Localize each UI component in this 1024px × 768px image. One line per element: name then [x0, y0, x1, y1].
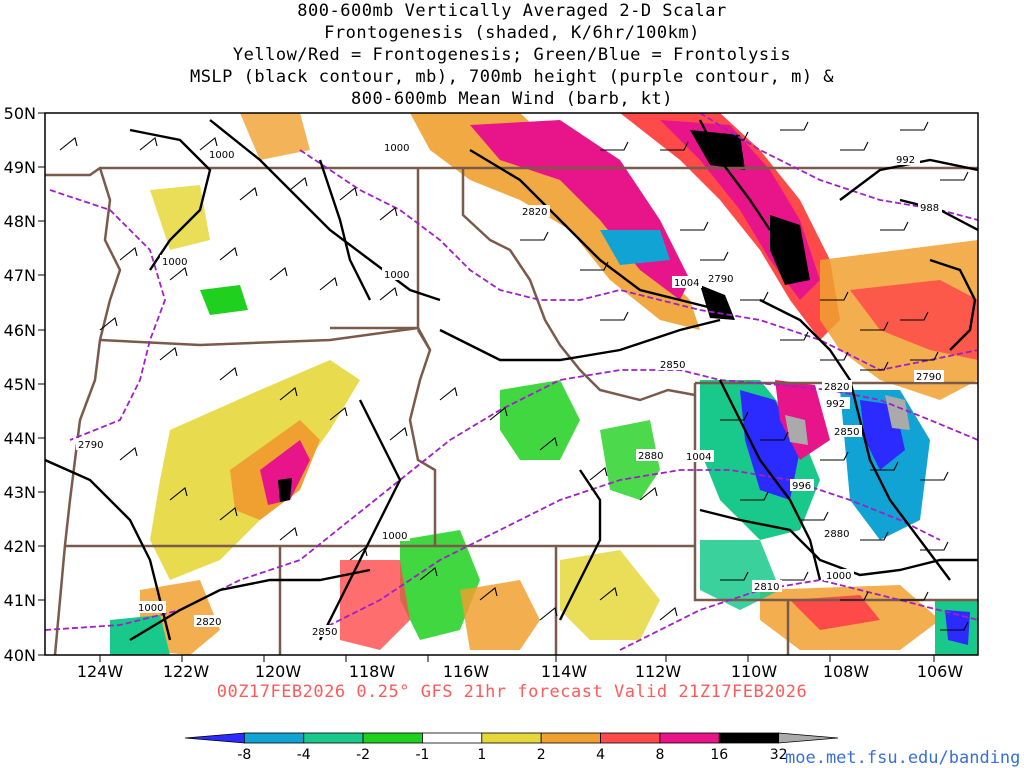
colorbar-swatch [778, 732, 839, 744]
colorbar-label: -2 [356, 747, 370, 763]
height-label: 2820 [196, 617, 221, 628]
height-label: 2850 [834, 427, 859, 438]
height-contours [45, 113, 978, 651]
mslp-label: 1000 [382, 531, 407, 542]
mslp-label: 1000 [162, 257, 187, 268]
mslp-label: 992 [826, 399, 845, 410]
contour-labels: 1000 1000 1000 1000 1000 1000 1000 1004 … [76, 141, 944, 638]
colorbar-swatch [422, 732, 483, 744]
lat-label: 49N [4, 158, 36, 177]
lon-label: 118W [349, 662, 396, 681]
mslp-label: 1000 [384, 143, 409, 154]
lat-label: 45N [4, 375, 36, 394]
title-line-5: 800-600mb Mean Wind (barb, kt) [350, 89, 674, 109]
colorbar-label: -1 [415, 747, 429, 763]
lon-label: 108W [823, 662, 870, 681]
mslp-label: 1000 [826, 571, 851, 582]
colorbar-label: 4 [596, 747, 605, 763]
colorbar-swatch [243, 732, 305, 744]
colorbar-label: 32 [770, 747, 788, 763]
mslp-label: 1000 [209, 150, 234, 161]
lon-label: 114W [541, 662, 588, 681]
mslp-label: 1000 [384, 270, 409, 281]
mslp-label: 1004 [674, 278, 699, 289]
height-label: 2880 [824, 529, 849, 540]
lon-label: 122W [163, 662, 210, 681]
lat-label: 42N [4, 537, 36, 556]
valid-time-caption: 00Z17FEB2026 0.25° GFS 21hr forecast Val… [216, 682, 808, 702]
mslp-label: 996 [792, 481, 811, 492]
colorbar: -8 -4 -2 -1 1 2 4 8 16 32 [184, 732, 839, 763]
lon-label: 120W [255, 662, 302, 681]
lat-label: 41N [4, 591, 36, 610]
title-line-3: Yellow/Red = Frontogenesis; Green/Blue =… [232, 45, 792, 65]
colorbar-swatch [718, 732, 780, 744]
colorbar-swatch [600, 732, 661, 744]
mslp-label: 992 [896, 155, 915, 166]
map-title: 800-600mb Vertically Averaged 2-D Scalar… [0, 0, 1024, 110]
colorbar-swatch [540, 732, 601, 744]
title-line-4: MSLP (black contour, mb), 700mb height (… [189, 67, 835, 87]
lon-label: 110W [731, 662, 778, 681]
lat-label: 47N [4, 266, 36, 285]
colorbar-swatch [303, 732, 364, 744]
height-label: 2850 [660, 360, 685, 371]
mslp-label: 1000 [138, 603, 163, 614]
lat-label: 46N [4, 321, 36, 340]
height-label: 2820 [824, 382, 849, 393]
mslp-label: 1004 [686, 452, 711, 463]
lon-label: 106W [917, 662, 964, 681]
lat-label: 48N [4, 212, 36, 231]
mslp-contours [45, 119, 978, 642]
latitude-axis [38, 112, 45, 656]
colorbar-label: -8 [237, 747, 251, 763]
height-label: 2790 [708, 274, 733, 285]
height-label: 2810 [754, 582, 779, 593]
colorbar-label: -4 [297, 747, 311, 763]
lat-label: 40N [4, 646, 36, 665]
colorbar-label: 16 [710, 747, 728, 763]
height-label: 2820 [522, 207, 547, 218]
mslp-label: 988 [920, 203, 939, 214]
height-label: 2790 [78, 440, 103, 451]
lon-label: 112W [635, 662, 682, 681]
height-label: 2790 [916, 372, 941, 383]
frontogenesis-shading [110, 113, 978, 655]
longitude-axis [99, 655, 935, 662]
colorbar-swatch [362, 732, 423, 744]
colorbar-swatch [659, 732, 720, 744]
title-line-1: 800-600mb Vertically Averaged 2-D Scalar [297, 1, 727, 21]
us-canada-border [45, 166, 978, 177]
colorbar-label: 1 [477, 747, 486, 763]
lat-label: 44N [4, 429, 36, 448]
lon-label: 116W [443, 662, 490, 681]
colorbar-swatch [184, 732, 245, 744]
colorbar-swatch [481, 732, 542, 744]
lat-label: 43N [4, 483, 36, 502]
colorbar-label: 2 [537, 747, 546, 763]
title-line-2: Frontogenesis (shaded, K/6hr/100km) [324, 23, 700, 43]
colorbar-label: 8 [655, 747, 664, 763]
lon-label: 124W [77, 662, 124, 681]
lat-label: 50N [4, 104, 36, 123]
credit-link[interactable]: moe.met.fsu.edu/banding [785, 748, 1021, 768]
height-label: 2850 [312, 627, 337, 638]
height-label: 2880 [638, 451, 663, 462]
wind-barbs [59, 121, 969, 631]
